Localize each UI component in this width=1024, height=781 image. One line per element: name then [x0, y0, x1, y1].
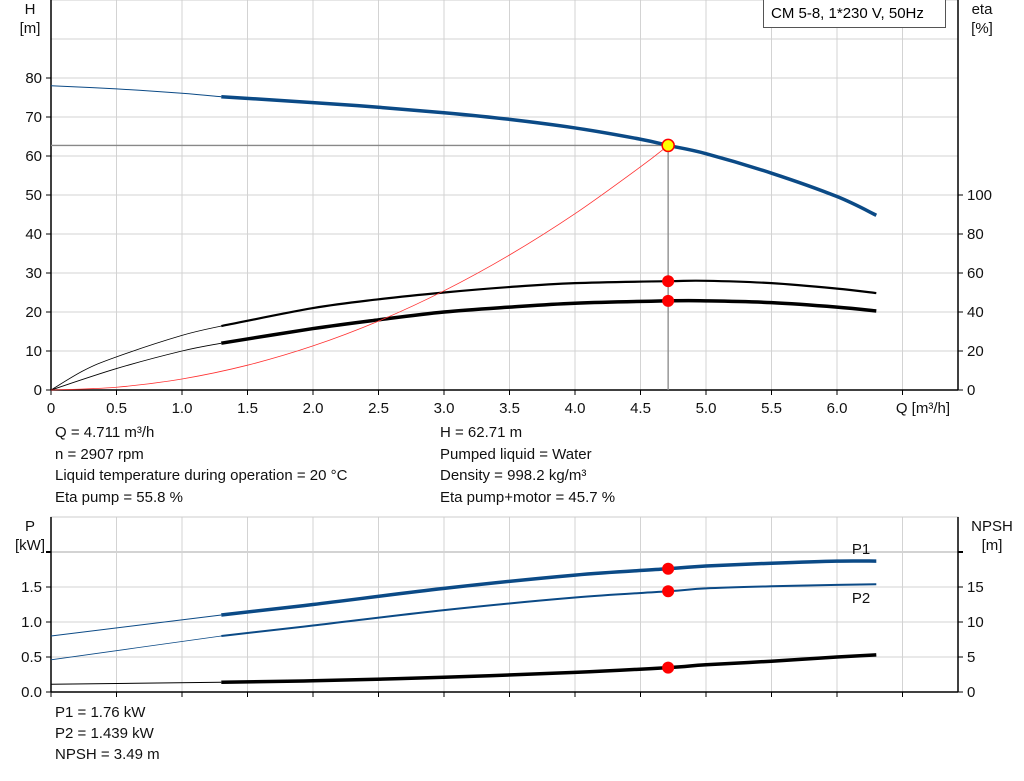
- info-p1: P1 = 1.76 kW: [55, 704, 146, 721]
- info-q: Q = 4.711 m³/h: [55, 424, 155, 441]
- x-tick-label: 1.5: [237, 400, 258, 417]
- y-tick-label-left: 80: [25, 70, 42, 87]
- duty-point-npsh: [662, 661, 675, 674]
- y-axis-label-left-unit: [m]: [20, 20, 41, 37]
- x-tick-label: 3.5: [499, 400, 520, 417]
- curve-P1: [221, 559, 877, 617]
- y-tick-label-right: 20: [967, 343, 984, 360]
- y-tick-label-left: 50: [25, 187, 42, 204]
- series-label-P2: P2: [852, 590, 870, 607]
- y-axis-label-left: H: [25, 1, 36, 18]
- x-tick-label: 5.0: [696, 400, 717, 417]
- y-tick-label-left: 0.5: [21, 649, 42, 666]
- curve-head-extrapolated: [50, 85, 222, 98]
- curve-NPSH: [221, 653, 877, 684]
- y-tick-label-right: 15: [967, 579, 984, 596]
- x-tick-label: 4.0: [565, 400, 586, 417]
- y-tick-label-right: 0: [967, 684, 975, 701]
- curve-eta_total: [221, 298, 877, 345]
- y-axis-label-left: P: [25, 518, 35, 535]
- y-tick-label-left: 10: [25, 343, 42, 360]
- y-axis-label-left-unit: [kW]: [15, 537, 45, 554]
- info-density: Density = 998.2 kg/m³: [440, 467, 587, 484]
- y-tick-label-left: 40: [25, 226, 42, 243]
- y-tick-label-left: 30: [25, 265, 42, 282]
- duty-point-p2: [662, 585, 675, 598]
- curve-eta_pump: [221, 279, 877, 328]
- y-tick-label-left: 1.0: [21, 614, 42, 631]
- duty-point-eta-total: [662, 294, 675, 307]
- duty-point-head: [661, 138, 675, 153]
- info-eta-total: Eta pump+motor = 45.7 %: [440, 489, 616, 506]
- power-npsh-chart: [46, 516, 963, 697]
- curve-P2: [221, 583, 877, 637]
- x-tick-label: 1.0: [172, 400, 193, 417]
- y-axis-label-right-unit: [m]: [982, 537, 1003, 554]
- x-tick-label: 2.0: [303, 400, 324, 417]
- y-tick-label-right: 80: [967, 226, 984, 243]
- series-label-P1: P1: [852, 541, 870, 558]
- x-tick-label: 6.0: [827, 400, 848, 417]
- curve-system: [50, 145, 669, 391]
- y-tick-label-right: 100: [967, 187, 992, 204]
- y-tick-label-right: 40: [967, 304, 984, 321]
- y-tick-label-right: 5: [967, 649, 975, 666]
- y-tick-label-left: 0: [34, 382, 42, 399]
- curve-P2-extrapolated: [50, 635, 222, 661]
- y-tick-label-right: 10: [967, 614, 984, 631]
- curve-head: [221, 94, 878, 217]
- curve-NPSH-extrapolated: [50, 681, 222, 685]
- x-tick-label: 0.5: [106, 400, 127, 417]
- info-npsh: NPSH = 3.49 m: [55, 746, 160, 763]
- x-tick-label: 5.5: [761, 400, 782, 417]
- pump-title-box: CM 5-8, 1*230 V, 50Hz: [763, 0, 946, 28]
- y-tick-label-right: 0: [967, 382, 975, 399]
- curve-eta_total-extrapolated: [50, 342, 222, 391]
- y-axis-label-right: eta: [972, 1, 994, 18]
- info-eta-pump: Eta pump = 55.8 %: [55, 489, 183, 506]
- y-tick-label-left: 0.0: [21, 684, 42, 701]
- x-tick-label: 2.5: [368, 400, 389, 417]
- x-axis-label: Q [m³/h]: [896, 400, 950, 417]
- head-eta-chart: [46, 0, 963, 395]
- curve-eta_pump-extrapolated: [50, 325, 222, 391]
- y-axis-label-right: NPSH: [971, 518, 1013, 535]
- y-tick-label-left: 20: [25, 304, 42, 321]
- info-p2: P2 = 1.439 kW: [55, 725, 154, 742]
- curve-P1-extrapolated: [50, 614, 222, 637]
- info-speed: n = 2907 rpm: [55, 446, 144, 463]
- y-axis-label-right-unit: [%]: [971, 20, 993, 37]
- info-liquid: Pumped liquid = Water: [440, 446, 592, 463]
- x-tick-label: 3.0: [434, 400, 455, 417]
- info-temperature: Liquid temperature during operation = 20…: [55, 467, 348, 484]
- y-tick-label-left: 70: [25, 109, 42, 126]
- y-tick-label-left: 1.5: [21, 579, 42, 596]
- duty-point-eta-pump: [662, 275, 675, 288]
- y-tick-label-left: 60: [25, 148, 42, 165]
- x-tick-label: 4.5: [630, 400, 651, 417]
- duty-point-p1: [662, 562, 675, 575]
- y-tick-label-right: 60: [967, 265, 984, 282]
- info-head: H = 62.71 m: [440, 424, 523, 441]
- x-tick-label: 0: [47, 400, 55, 417]
